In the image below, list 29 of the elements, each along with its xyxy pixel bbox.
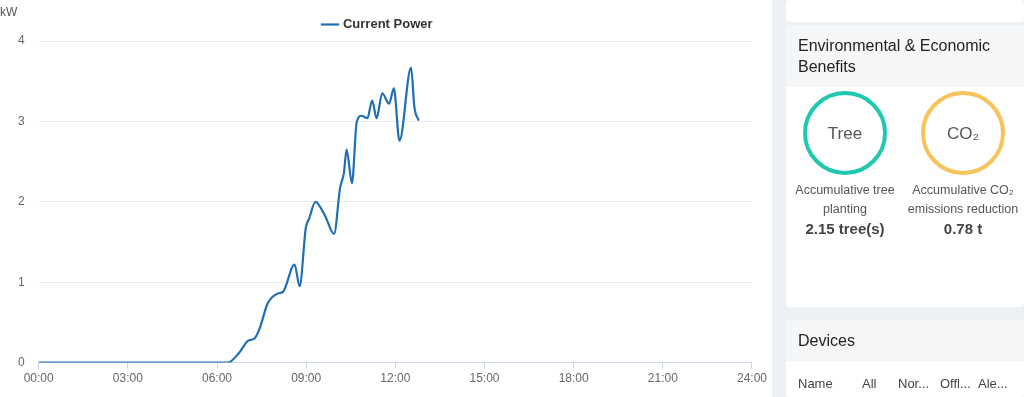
x-tick-label: 00:00 — [23, 371, 55, 386]
x-tick-label: 12:00 — [380, 371, 411, 386]
y-tick-label: 1 — [17, 274, 25, 289]
text: Name — [798, 376, 833, 391]
text: All — [862, 376, 877, 391]
y-tick-label: 2 — [17, 194, 25, 209]
text: Environmental & Economic Benefits — [786, 25, 1024, 87]
x-tick-label: 03:00 — [112, 371, 144, 386]
ring-icon: CO₂ — [921, 91, 1005, 175]
x-tick-label: 15:00 — [469, 371, 500, 386]
ring-icon: Tree — [803, 91, 887, 175]
x-tick-label: 06:00 — [201, 371, 233, 386]
text: Nor... — [898, 376, 930, 391]
text: Offl... — [940, 376, 971, 391]
y-tick-label: 0 — [17, 354, 25, 369]
legend-label: Current Power — [342, 16, 433, 32]
x-tick-label: 24:00 — [736, 371, 768, 386]
y-tick-label: 3 — [17, 113, 25, 128]
text: Ale... — [978, 376, 1008, 391]
text: 2.15 tree(s) — [804, 219, 886, 238]
x-tick-label: 18:00 — [558, 371, 589, 386]
x-tick-label: 09:00 — [291, 371, 322, 386]
x-tick-label: 21:00 — [647, 371, 679, 386]
y-axis-title: kW — [0, 5, 18, 20]
text: Devices — [786, 320, 1024, 361]
text: Accumulative tree planting — [794, 182, 896, 218]
y-tick-label: 4 — [17, 33, 25, 48]
text: Accumulative CO₂ emissions reduction — [906, 182, 1020, 218]
text: 0.78 t — [942, 219, 984, 238]
